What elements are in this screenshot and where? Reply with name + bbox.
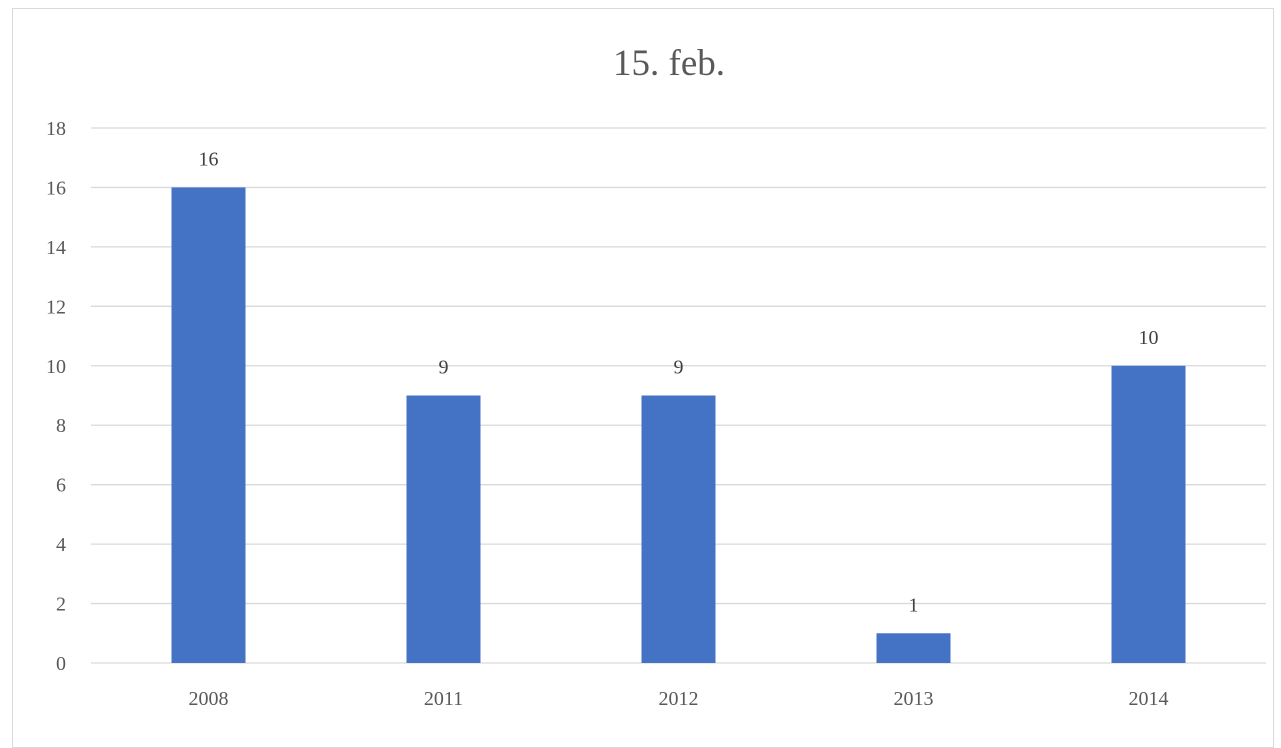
y-tick-label: 18 [46, 118, 66, 140]
bar-chart: 15. feb. 0 2 4 6 8 10 12 14 16 18 16 9 9 1 10 2008 201… [46, 43, 1266, 710]
y-tick-label: 2 [56, 594, 66, 616]
x-tick-label: 2011 [424, 688, 463, 710]
bar [876, 633, 951, 663]
y-tick-label: 10 [46, 356, 66, 378]
x-tick-label: 2008 [189, 688, 229, 710]
data-label: 1 [909, 594, 919, 616]
x-tick-label: 2014 [1129, 688, 1169, 710]
gridlines [91, 127, 1266, 664]
bar [171, 187, 246, 663]
data-label: 9 [674, 357, 684, 379]
x-tick-label: 2013 [894, 688, 934, 710]
y-tick-label: 6 [56, 475, 66, 497]
y-tick-label: 8 [56, 415, 66, 437]
x-axis-tick-labels: 2008 2011 2012 2013 2014 [189, 688, 1169, 710]
data-labels: 16 9 9 1 10 [199, 148, 1159, 616]
bar [641, 395, 716, 663]
y-tick-label: 0 [56, 653, 66, 675]
data-label: 16 [199, 148, 219, 170]
y-axis-tick-labels: 0 2 4 6 8 10 12 14 16 18 [46, 118, 66, 675]
y-tick-label: 12 [46, 296, 66, 318]
bars [171, 187, 1186, 663]
data-label: 10 [1139, 327, 1159, 349]
y-tick-label: 14 [46, 237, 66, 259]
y-tick-label: 4 [56, 534, 66, 556]
chart-title: 15. feb. [613, 43, 725, 84]
data-label: 9 [439, 357, 449, 379]
y-tick-label: 16 [46, 177, 66, 199]
bar [1111, 365, 1186, 663]
x-tick-label: 2012 [659, 688, 699, 710]
bar [406, 395, 481, 663]
